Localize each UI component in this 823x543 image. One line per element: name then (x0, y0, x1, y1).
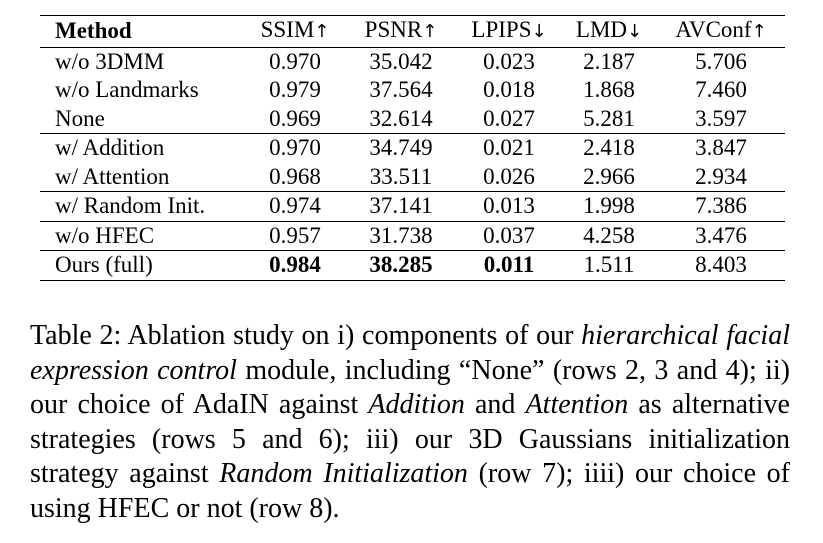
value-cell: 1.868 (583, 77, 635, 102)
value-cell: 3.847 (657, 133, 785, 163)
caption-italic-text: hierarchical facial expression control (30, 320, 790, 386)
value-cell: 0.970 (245, 133, 345, 163)
value-cell: 1.998 (561, 191, 657, 221)
down-arrow-icon: ↓ (627, 21, 643, 42)
value-cell: 7.460 (695, 77, 747, 102)
value-cell: 0.969 (269, 105, 321, 131)
caption-italic-text: Random Initialization (219, 458, 468, 489)
value-cell: 37.141 (345, 191, 457, 221)
method-cell: w/o HFEC (40, 220, 245, 251)
method-cell: Ours (full) (40, 250, 245, 281)
value-cell: 4.258 (561, 220, 657, 251)
up-arrow-icon: ↑ (751, 21, 767, 42)
up-arrow-icon: ↑ (422, 21, 438, 42)
down-arrow-icon: ↓ (531, 21, 547, 42)
caption-text: Table 2: Ablation study on i) components… (30, 320, 582, 351)
table-row: w/o 3DMM 0.970 35.042 0.023 2.187 5.706 (40, 47, 785, 76)
ablation-table: Method SSIM↑ PSNR↑ LPIPS↓ LMD↓ AVConf↑ w… (40, 15, 785, 281)
column-header: SSIM↑ (245, 15, 345, 48)
value-cell: 0.013 (457, 191, 561, 221)
caption-text: module, including “None” (rows 2, 3 and … (30, 354, 791, 421)
value-cell: 3.476 (657, 220, 785, 251)
caption-text: and (464, 389, 526, 420)
caption-text: as alternative strategies (rows 5 and 6)… (30, 389, 790, 489)
value-cell: 0.021 (457, 133, 561, 163)
caption-italic-text: Attention (525, 389, 629, 420)
value-cell: 0.974 (245, 191, 345, 221)
column-header: Method (40, 15, 245, 48)
value-cell: 31.738 (345, 220, 457, 251)
table-row: None 0.969 32.614 0.027 5.281 3.597 (40, 105, 785, 134)
value-cell: 0.970 (269, 48, 321, 74)
value-cell: 0.037 (457, 220, 561, 251)
value-cell: 2.934 (695, 163, 747, 189)
value-cell: 33.511 (369, 163, 433, 189)
value-cell: 3.597 (695, 105, 747, 131)
caption-italic-text: Addition (368, 389, 465, 420)
table-row: w/o HFEC 0.957 31.738 0.037 4.258 3.476 (40, 220, 785, 251)
column-header: LPIPS↓ (457, 15, 561, 48)
value-cell: 2.966 (583, 163, 635, 189)
method-cell: w/ Random Init. (40, 191, 245, 221)
method-cell: w/o Landmarks (55, 77, 199, 102)
value-cell: 0.023 (483, 48, 535, 74)
column-header: LMD↓ (561, 15, 657, 48)
table-row: w/ Addition 0.970 34.749 0.021 2.418 3.847 (40, 133, 785, 163)
table-row: Ours (full) 0.984 38.285 0.011 1.511 8.403 (40, 250, 785, 281)
column-header: PSNR↑ (345, 15, 457, 48)
value-cell: 1.511 (561, 250, 657, 281)
table-row: w/ Random Init. 0.974 37.141 0.013 1.998 7.38… (40, 191, 785, 221)
value-cell: 0.968 (269, 163, 321, 189)
value-cell: 35.042 (369, 48, 433, 74)
value-cell: 7.386 (657, 191, 785, 221)
value-cell: 0.027 (483, 105, 535, 131)
value-cell: 5.281 (583, 105, 635, 131)
value-cell: 5.706 (695, 48, 747, 74)
up-arrow-icon: ↑ (314, 21, 330, 42)
value-cell: 38.285 (345, 250, 457, 281)
column-header: AVConf↑ (657, 15, 785, 48)
value-cell: 34.749 (345, 133, 457, 163)
value-cell: 37.564 (369, 77, 433, 102)
table-header-row: Method SSIM↑ PSNR↑ LPIPS↓ LMD↓ AVConf↑ (40, 15, 785, 48)
method-cell: w/o 3DMM (55, 48, 165, 74)
caption-text: (row 7); iiii) our choice of using HFEC … (30, 458, 791, 524)
method-cell: w/ Attention (55, 163, 170, 189)
value-cell: 2.418 (561, 133, 657, 163)
value-cell: 2.187 (583, 48, 635, 74)
value-cell: 0.011 (457, 250, 561, 281)
value-cell: 0.957 (245, 220, 345, 251)
method-cell: w/ Addition (40, 133, 245, 163)
table-caption: Table 2: Ablation study on i) components… (30, 319, 790, 526)
value-cell: 0.979 (269, 77, 321, 102)
table-row: w/o Landmarks 0.979 37.564 0.018 1.868 7.460 (40, 76, 785, 105)
table-row: w/ Attention 0.968 33.511 0.026 2.966 2.934 (40, 163, 785, 192)
value-cell: 0.984 (245, 250, 345, 281)
value-cell: 0.018 (483, 77, 535, 102)
value-cell: 8.403 (657, 250, 785, 281)
value-cell: 0.026 (483, 163, 535, 189)
ablation-table-container: Method SSIM↑ PSNR↑ LPIPS↓ LMD↓ AVConf↑ w… (40, 15, 785, 281)
method-cell: None (55, 105, 105, 131)
value-cell: 32.614 (369, 105, 433, 131)
